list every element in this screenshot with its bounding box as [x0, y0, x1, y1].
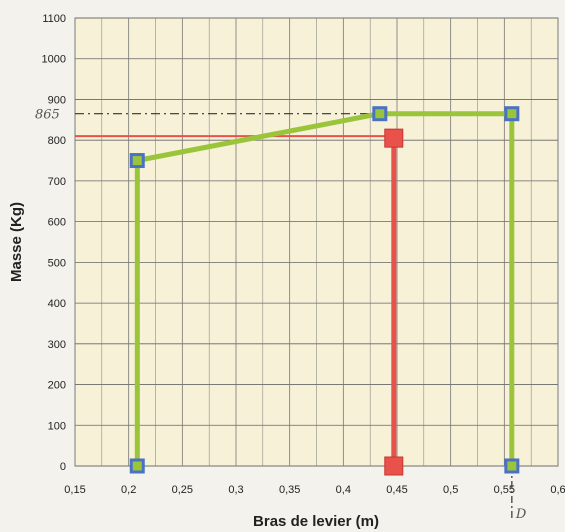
series [129, 106, 520, 476]
y-tick-label: 800 [48, 135, 66, 147]
data-point [504, 458, 520, 474]
data-point [384, 456, 404, 476]
x-tick-label: 0,3 [228, 484, 243, 496]
data-point [384, 128, 404, 148]
y-tick-label: 600 [48, 217, 66, 229]
x-tick-label: 0,55 [494, 484, 515, 496]
x-tick-label: 0,35 [279, 484, 300, 496]
grid [74, 17, 559, 467]
x-tick-label: 0,15 [64, 484, 85, 496]
y-tick-label: 400 [48, 298, 66, 310]
y-tick-label: 1100 [42, 13, 66, 25]
data-point [129, 153, 145, 169]
y-tick-label: 900 [48, 94, 66, 106]
y-tick-label: 100 [48, 420, 66, 432]
x-tick-label: 0,5 [443, 484, 458, 496]
y-tick-label: 0 [60, 461, 66, 473]
y-axis-label: Masse (Kg) [8, 202, 25, 282]
x-ticks: 0,15 0,2 0,25 0,3 0,35 0,4 0,45 0,5 0,55 0,6 [64, 484, 565, 496]
y-tick-label: 500 [48, 257, 66, 269]
x-axis-label: Bras de levier (m) [253, 513, 379, 530]
y-tick-label: 700 [48, 176, 66, 188]
annotation-label: D [515, 507, 527, 522]
data-point [129, 458, 145, 474]
x-tick-label: 0,45 [386, 484, 407, 496]
y-tick-label: 1000 [42, 54, 66, 66]
y-ticks: 0 100 200 300 400 500 600 700 800 900 1000 1100 [42, 13, 66, 473]
annotation-label: 865 [35, 108, 60, 123]
y-tick-label: 300 [48, 339, 66, 351]
x-tick-label: 0,25 [172, 484, 193, 496]
data-point [504, 106, 520, 122]
data-point [372, 106, 388, 122]
y-tick-label: 200 [48, 380, 66, 392]
x-tick-label: 0,6 [550, 484, 565, 496]
x-tick-label: 0,4 [336, 484, 351, 496]
x-tick-label: 0,2 [121, 484, 136, 496]
